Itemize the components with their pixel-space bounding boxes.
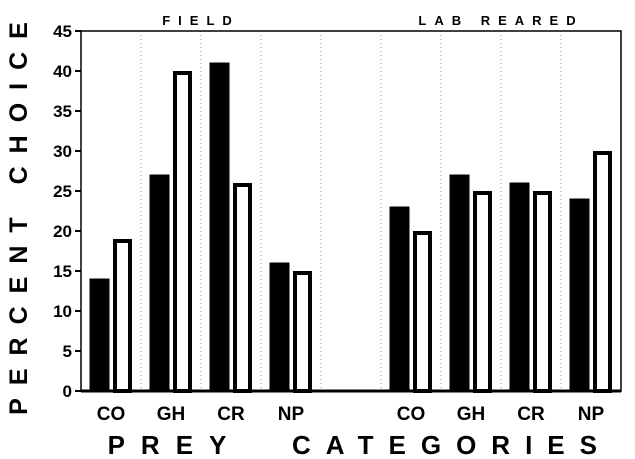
group-title: LAB REARED [418, 13, 583, 28]
y-tick-label: 35 [53, 102, 72, 121]
x-tick-label: GH [457, 404, 486, 425]
x-tick-label: CR [517, 404, 545, 425]
x-tick-label: CO [397, 404, 426, 425]
bar-np-group1-series1 [593, 151, 612, 393]
x-tick-label: CO [97, 404, 126, 425]
group-title: FIELD [162, 13, 240, 28]
bar-co-group1-series0 [389, 206, 410, 392]
y-tick-label: 40 [53, 62, 72, 81]
x-tick-label: GH [157, 404, 186, 425]
bar-gh-group1-series1 [473, 191, 492, 393]
labels: CO GH CR NP FIELD CO GH CR NP LAB REARED 0 5 10 15 20 2… [5, 9, 612, 459]
y-axis-title: PERCENT CHOICE [5, 9, 33, 415]
bars [89, 62, 612, 393]
bar-co-group1-series1 [413, 231, 432, 393]
bar-cr-group1-series0 [509, 182, 530, 392]
x-tick-label: NP [278, 404, 305, 425]
y-tick-label: 10 [53, 302, 72, 321]
bar-co-group0-series1 [113, 239, 132, 393]
bar-cr-group0-series0 [209, 62, 230, 392]
y-tick-label: 20 [53, 222, 72, 241]
y-tick-label: 5 [63, 342, 72, 361]
bar-gh-group0-series0 [149, 174, 170, 392]
x-axis-title-word: CATEGORIES [292, 430, 612, 459]
y-tick-label: 30 [53, 142, 72, 161]
x-axis-title-word: PREY [108, 430, 243, 459]
y-tick-label: 15 [53, 262, 72, 281]
gridlines [140, 31, 562, 391]
bar-gh-group1-series0 [449, 174, 470, 392]
bar-np-group0-series0 [269, 262, 290, 392]
y-tick-label: 45 [53, 22, 72, 41]
bar-co-group0-series0 [89, 278, 110, 392]
bar-np-group0-series1 [293, 271, 312, 393]
y-tick-label: 25 [53, 182, 72, 201]
bar-cr-group1-series1 [533, 191, 552, 393]
bar-cr-group0-series1 [233, 183, 252, 393]
x-tick-label: CR [217, 404, 245, 425]
bar-gh-group0-series1 [173, 71, 192, 393]
bar-np-group1-series0 [569, 198, 590, 392]
y-tick-label: 0 [63, 382, 72, 401]
axes [75, 30, 622, 393]
x-tick-label: NP [578, 404, 605, 425]
